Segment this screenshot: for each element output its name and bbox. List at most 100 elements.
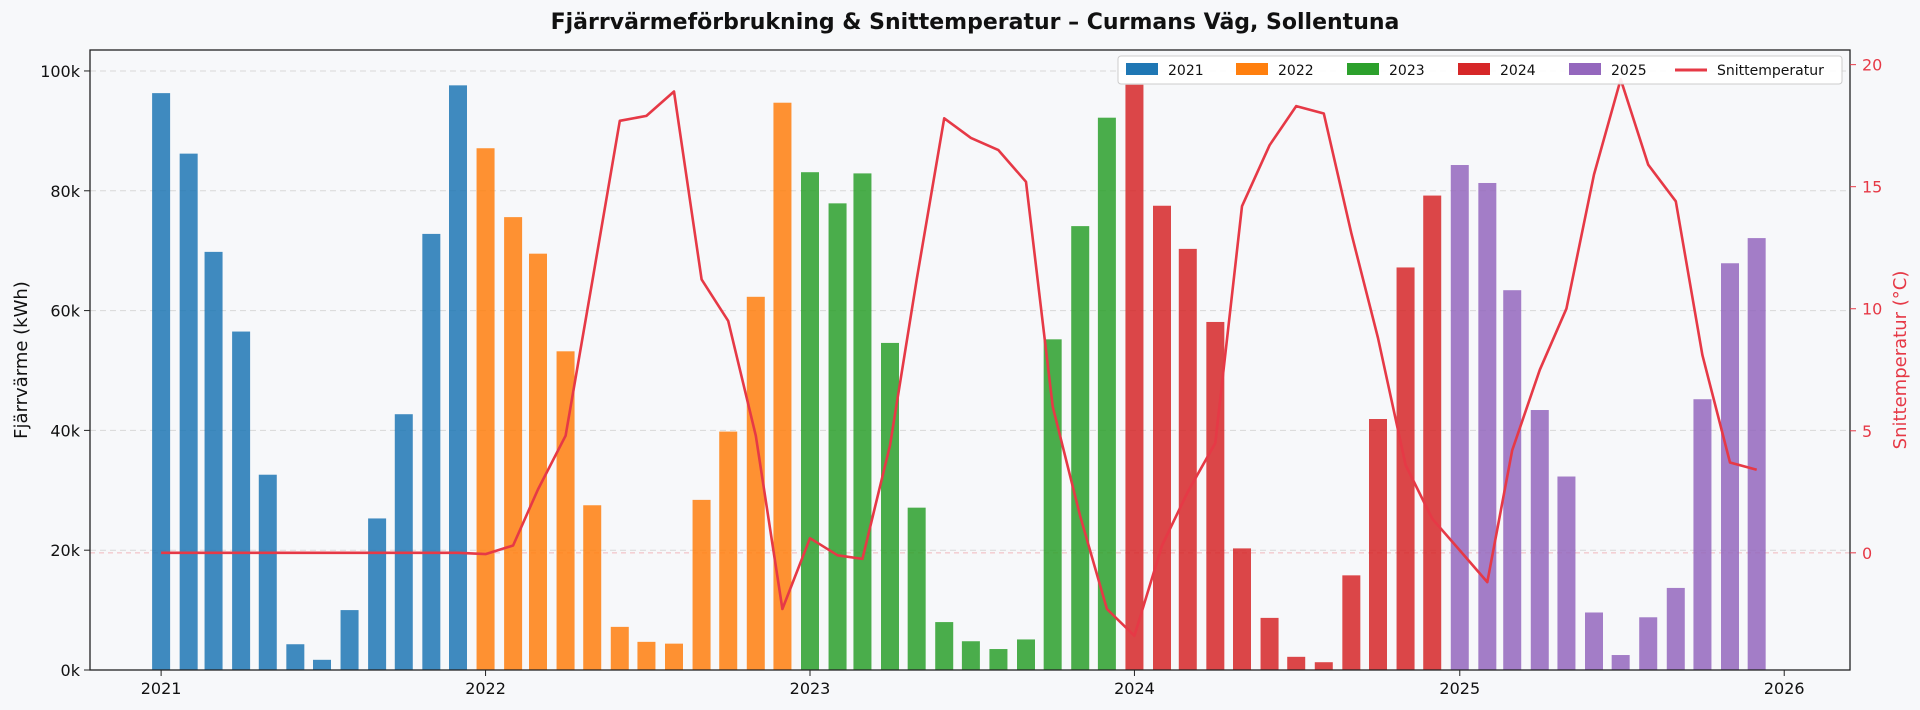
bar-2021-2021-12 bbox=[449, 85, 467, 670]
temperature-line bbox=[161, 78, 1758, 638]
bar-2023-2023-09 bbox=[1017, 639, 1035, 670]
x-tick-label: 2025 bbox=[1439, 679, 1480, 698]
bar-2025-2025-04 bbox=[1530, 410, 1549, 670]
bar-2022-2022-05 bbox=[583, 505, 602, 670]
y2-axis-ticks: 0 5 10 15 20 bbox=[1850, 56, 1882, 563]
bar-2023-2023-11 bbox=[1071, 226, 1090, 670]
bar-2024-2024-03 bbox=[1178, 248, 1197, 671]
bar-2023-2023-01 bbox=[801, 172, 819, 671]
bar-2021-2021-07 bbox=[313, 659, 331, 670]
bar-2022-2022-02 bbox=[504, 217, 523, 670]
x-axis-ticks: 2021 2022 2023 2024 2025 2026 bbox=[141, 670, 1805, 698]
bar-2024-2024-02 bbox=[1153, 205, 1171, 671]
bar-2025-2025-08 bbox=[1639, 617, 1658, 670]
bar-2023-2023-08 bbox=[989, 649, 1008, 670]
legend-swatch-2024 bbox=[1458, 63, 1490, 75]
bar-2024-2024-12 bbox=[1423, 195, 1442, 670]
y2-tick-label: 20 bbox=[1862, 56, 1882, 75]
y-tick-label: 100k bbox=[40, 62, 81, 81]
bar-2025-2025-12 bbox=[1747, 238, 1766, 670]
bar-2021-2021-10 bbox=[394, 414, 413, 670]
bar-2021-2021-01 bbox=[152, 93, 171, 670]
bar-2025-2025-10 bbox=[1693, 399, 1712, 670]
bar-2022-2022-09 bbox=[692, 499, 711, 670]
bar-2024-2024-10 bbox=[1369, 419, 1387, 670]
bar-2022-2022-06 bbox=[610, 626, 629, 670]
legend-label: Snittemperatur bbox=[1717, 63, 1824, 79]
bar-2025-2025-11 bbox=[1721, 263, 1739, 670]
x-tick-label: 2021 bbox=[141, 679, 182, 698]
bar-2024-2024-07 bbox=[1287, 656, 1306, 670]
bar-2022-2022-07 bbox=[637, 641, 656, 670]
y2-tick-label: 10 bbox=[1862, 300, 1882, 319]
x-tick-label: 2026 bbox=[1764, 679, 1805, 698]
bar-2025-2025-09 bbox=[1666, 587, 1685, 670]
y-axis-title: Fjärrvärme (kWh) bbox=[11, 281, 32, 439]
y-tick-label: 40k bbox=[50, 421, 80, 440]
bar-2025-2025-03 bbox=[1503, 290, 1522, 670]
bar-2023-2023-10 bbox=[1043, 339, 1062, 670]
bar-2021-2021-11 bbox=[422, 233, 441, 670]
bar-2023-2023-03 bbox=[853, 173, 872, 670]
bar-2021-2021-02 bbox=[179, 153, 198, 671]
legend-swatch-2025 bbox=[1569, 63, 1601, 75]
bar-2024-2024-01 bbox=[1125, 84, 1144, 670]
bar-2022-2022-03 bbox=[529, 253, 547, 670]
bar-2025-2025-05 bbox=[1557, 476, 1576, 670]
bar-2025-2025-06 bbox=[1585, 612, 1603, 670]
bar-2024-2024-04 bbox=[1206, 321, 1225, 670]
y2-tick-label: 5 bbox=[1862, 422, 1872, 441]
plot-frame bbox=[89, 49, 1851, 671]
bar-2022-2022-10 bbox=[719, 431, 738, 670]
bar-2024-2024-05 bbox=[1233, 548, 1251, 670]
bar-2025-2025-01 bbox=[1450, 165, 1469, 670]
legend-label: 2021 bbox=[1168, 63, 1204, 79]
bar-2021-2021-08 bbox=[340, 610, 359, 670]
x-tick-label: 2022 bbox=[465, 679, 506, 698]
x-tick-label: 2023 bbox=[790, 679, 831, 698]
bar-2023-2023-06 bbox=[935, 622, 954, 670]
y2-axis-title: Snittemperatur (°C) bbox=[1890, 271, 1911, 450]
legend-label: 2025 bbox=[1611, 63, 1647, 79]
legend-label: 2024 bbox=[1500, 63, 1536, 79]
legend-label: 2023 bbox=[1389, 63, 1425, 79]
bar-2022-2022-11 bbox=[746, 296, 765, 670]
bar-2023-2023-05 bbox=[907, 507, 926, 670]
bar-2024-2024-08 bbox=[1314, 662, 1333, 670]
y-tick-label: 20k bbox=[50, 541, 80, 560]
bars-layer bbox=[152, 84, 1766, 671]
bar-2022-2022-08 bbox=[665, 643, 683, 670]
grid-layer bbox=[90, 70, 1850, 554]
y-tick-label: 80k bbox=[50, 182, 80, 201]
y-tick-label: 0k bbox=[61, 661, 81, 680]
y2-tick-label: 0 bbox=[1862, 544, 1872, 563]
bar-2021-2021-06 bbox=[286, 644, 305, 670]
legend: 2021 2022 2023 2024 2025 Snittemperatur bbox=[1117, 55, 1843, 85]
y-axis-ticks: 0k 20k 40k 60k 80k 100k bbox=[40, 62, 90, 680]
chart-title: Fjärrvärmeförbrukning & Snittemperatur –… bbox=[551, 10, 1400, 35]
bar-2024-2024-11 bbox=[1396, 267, 1415, 670]
bar-2022-2022-04 bbox=[556, 351, 575, 670]
y-tick-label: 60k bbox=[50, 302, 80, 321]
bar-2024-2024-09 bbox=[1342, 575, 1361, 670]
bar-2023-2023-07 bbox=[961, 641, 980, 670]
x-tick-label: 2024 bbox=[1114, 679, 1155, 698]
bar-2023-2023-12 bbox=[1097, 117, 1116, 671]
bar-2023-2023-02 bbox=[828, 203, 847, 670]
legend-label: 2022 bbox=[1278, 63, 1314, 79]
bar-2021-2021-04 bbox=[232, 331, 251, 670]
bar-2024-2024-06 bbox=[1260, 617, 1279, 670]
bar-2021-2021-09 bbox=[368, 518, 387, 670]
bar-2022-2022-12 bbox=[773, 102, 792, 671]
bar-2021-2021-03 bbox=[204, 251, 223, 670]
y2-tick-label: 15 bbox=[1862, 178, 1882, 197]
legend-swatch-2022 bbox=[1236, 63, 1268, 75]
legend-items: 2021 2022 2023 2024 2025 Snittemperatur bbox=[1126, 63, 1824, 79]
legend-swatch-2021 bbox=[1126, 63, 1158, 75]
bar-2023-2023-04 bbox=[881, 342, 899, 670]
bar-2022-2022-01 bbox=[476, 148, 495, 670]
legend-swatch-2023 bbox=[1347, 63, 1379, 75]
bar-2025-2025-02 bbox=[1478, 182, 1497, 670]
